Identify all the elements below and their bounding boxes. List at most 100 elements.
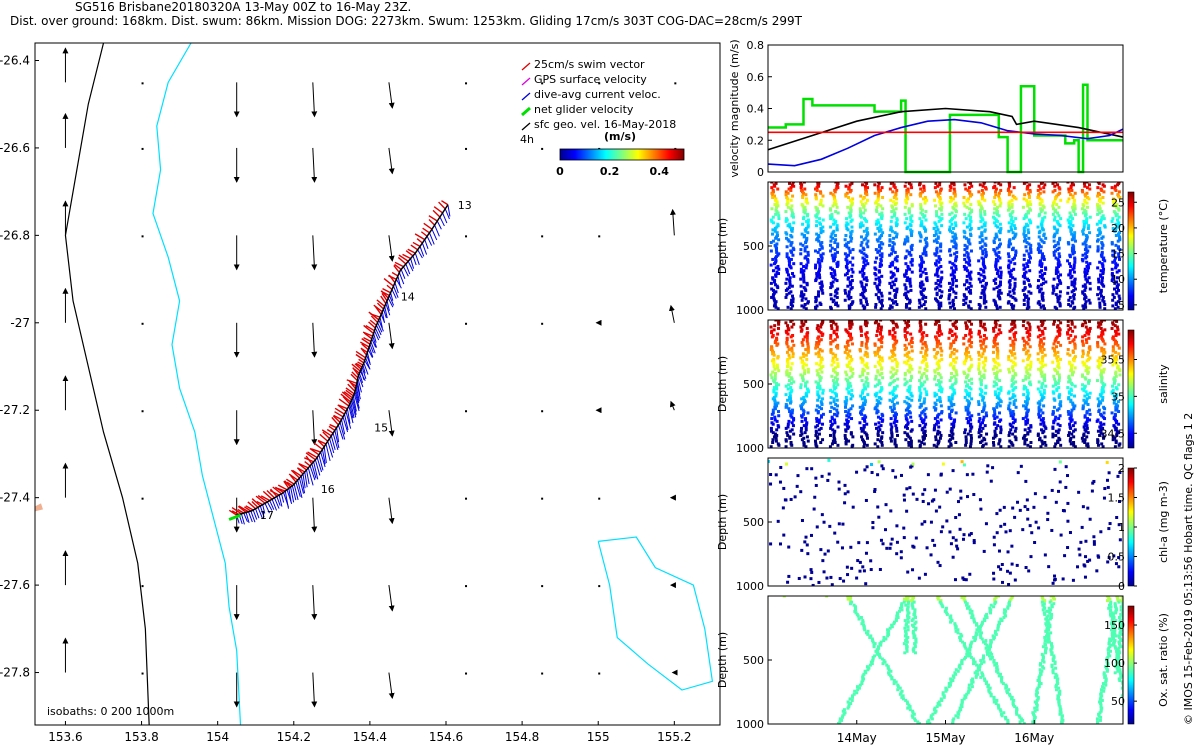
profile-dot [925, 364, 929, 368]
swim-vector [441, 200, 449, 206]
profile-dot [832, 321, 836, 325]
profile-dot [1024, 352, 1028, 356]
profile-dot [1071, 195, 1075, 199]
profile-dot [1117, 190, 1121, 194]
profile-dot [903, 353, 907, 357]
profile-dot [801, 222, 805, 226]
profile-dot [1057, 214, 1061, 218]
profile-dot [951, 235, 955, 239]
profile-dot [1040, 428, 1044, 432]
profile-dot [1011, 388, 1015, 392]
profile-dot [1080, 355, 1084, 359]
profile-dot [876, 433, 880, 437]
profile-dot [879, 367, 883, 371]
profile-dot [1080, 324, 1084, 328]
profile-dot [1057, 320, 1061, 322]
profile-dot [1054, 269, 1058, 273]
profile-dot [1026, 372, 1030, 376]
profile-dot [1028, 195, 1032, 199]
profile-dot [1009, 428, 1013, 432]
profile-dot [952, 341, 956, 345]
profile-dot [1028, 190, 1032, 194]
profile-dot [982, 322, 986, 326]
profile-dot [937, 307, 941, 310]
profile-dot [1028, 284, 1032, 288]
profile-dot [792, 274, 796, 278]
profile-dot [845, 262, 849, 266]
profile-dot [978, 425, 982, 429]
profile-dot [1115, 270, 1119, 274]
profile-dot [888, 297, 892, 301]
profile-dot [1073, 279, 1077, 283]
profile-dot [865, 279, 869, 283]
profile-dot [996, 210, 1000, 214]
profile-dot [873, 232, 877, 236]
profile-dot [1101, 445, 1105, 448]
swim-vector [428, 219, 436, 226]
swim-vector [340, 393, 352, 403]
swim-vector [365, 324, 375, 332]
profile-dot [953, 381, 957, 385]
profile-dot [833, 270, 837, 274]
profile-dot [876, 184, 880, 188]
profile-dot [1042, 320, 1046, 322]
chart-header: SG516 Brisbane20180320A 13-May 00Z to 16… [0, 0, 802, 28]
profile-dot [995, 219, 999, 223]
profile-dot [787, 256, 791, 260]
profile-dot [1026, 517, 1030, 521]
profile-dot [786, 422, 790, 426]
current-dot [465, 82, 468, 85]
profile-dot [772, 328, 776, 332]
profile-dot [774, 205, 778, 209]
profile-dot [1011, 231, 1015, 235]
dac-vector [273, 497, 280, 509]
profile-dot [966, 188, 970, 192]
profile-dot [1082, 398, 1086, 402]
profile-dot [1113, 287, 1117, 291]
dac-vector [383, 308, 387, 319]
profile-dot [815, 188, 819, 192]
profile-dot [1027, 242, 1031, 246]
profile-dot [1008, 408, 1012, 412]
profile-dot [775, 270, 779, 274]
profile-dot [967, 256, 971, 260]
profile-dot [1069, 369, 1073, 373]
profile-dot [831, 276, 835, 280]
profile-dot [1103, 259, 1107, 263]
profile-dot [849, 204, 853, 208]
profile-dot [773, 400, 777, 404]
profile-dot [816, 383, 820, 387]
profile-dot [1009, 242, 1013, 246]
profile-dot [817, 239, 821, 243]
profile-dot [889, 405, 893, 409]
profile-dot [910, 219, 914, 223]
profile-dot [849, 283, 853, 287]
profile-dot [865, 193, 869, 197]
profile-dot [948, 433, 952, 437]
profile-dot [862, 252, 866, 256]
profile-dot [994, 267, 998, 271]
dac-vector [442, 212, 448, 224]
profile-dot [817, 329, 821, 333]
profile-dot [935, 293, 939, 297]
profile-dot [800, 298, 804, 302]
profile-dot [772, 435, 776, 439]
profile-dot [1069, 186, 1073, 190]
profile-dot [934, 287, 938, 291]
profile-dot [1072, 359, 1076, 363]
profile-dot [894, 445, 898, 448]
profile-dot [1059, 343, 1063, 347]
profile-dot [948, 301, 952, 305]
profile-dot [996, 387, 1000, 391]
profile-dot [821, 391, 825, 395]
profile-dot [1069, 411, 1073, 415]
profile-dot [991, 466, 995, 470]
profile-dot [1008, 571, 1012, 575]
profile-dot [864, 276, 868, 280]
profile-dot [849, 302, 853, 306]
profile-dot [1011, 417, 1015, 421]
salinity-colorbar [1127, 329, 1135, 449]
profile-dot [1012, 291, 1016, 295]
profile-dot [895, 540, 899, 544]
profile-dot [904, 438, 908, 442]
